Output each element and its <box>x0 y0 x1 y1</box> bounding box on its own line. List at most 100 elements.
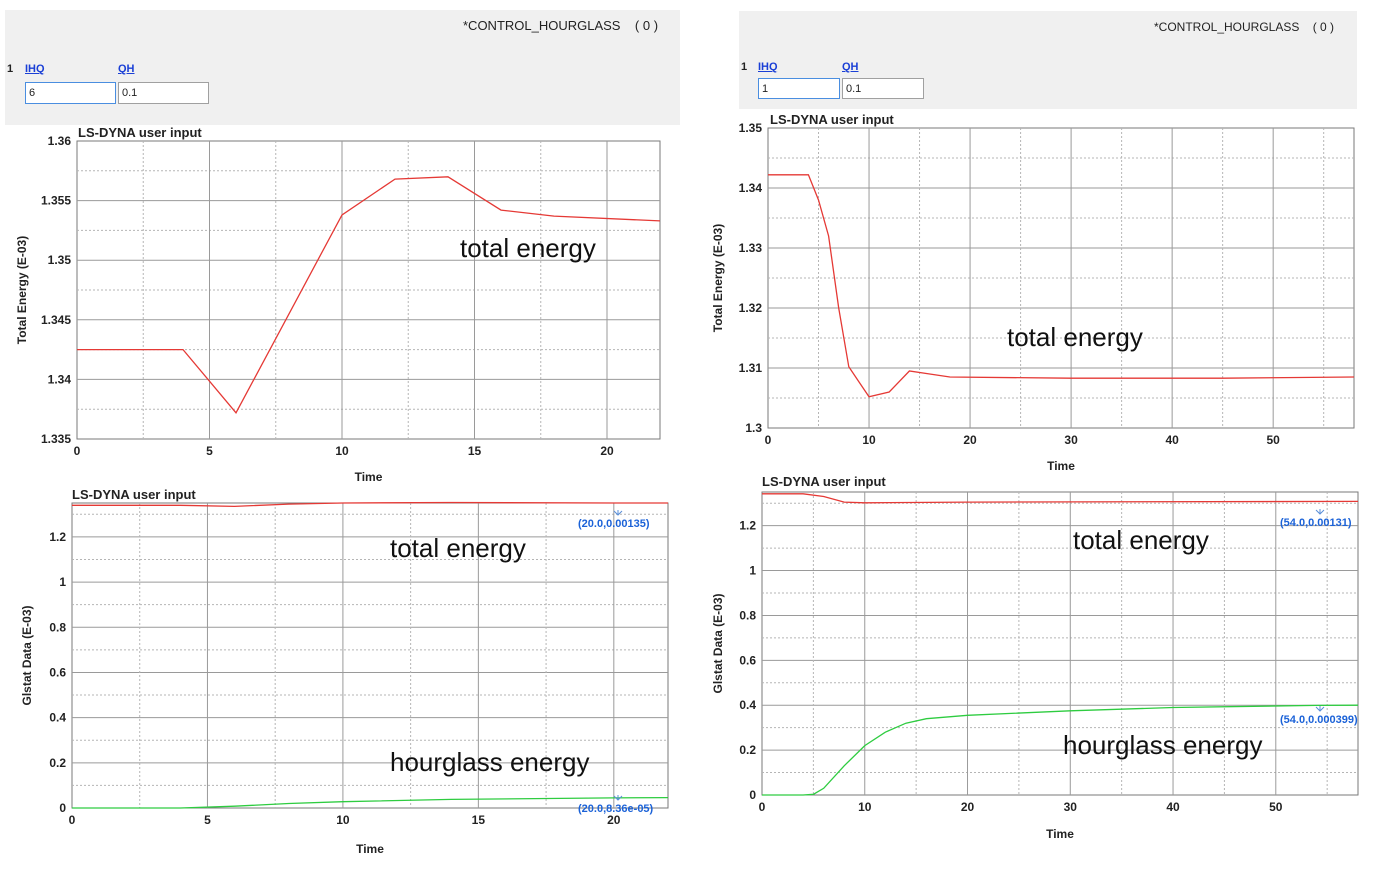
x-tick-label: 10 <box>858 800 872 814</box>
chart-right-total-energy: LS-DYNA user input 1.3 1.31 1.32 1.33 1.34 1.3… <box>711 112 1355 473</box>
x-tick-label: 15 <box>472 813 486 827</box>
x-axis-label: Time <box>1047 459 1075 473</box>
y-tick-label: 0.4 <box>49 711 66 725</box>
annotation-hourglass-energy: hourglass energy <box>1063 730 1262 760</box>
point-marker <box>613 510 623 516</box>
y-tick-label: 1.34 <box>739 181 763 195</box>
x-tick-label: 0 <box>759 800 766 814</box>
x-tick-label: 30 <box>1064 433 1078 447</box>
row-number: 1 <box>741 61 748 73</box>
annotation-total-energy: total energy <box>1007 322 1143 352</box>
x-tick-label: 40 <box>1165 433 1179 447</box>
keyword-title: *CONTROL_HOURGLASS ( 0 ) <box>1154 20 1335 34</box>
point-marker <box>1315 706 1325 712</box>
y-tick-label: 1.345 <box>41 313 71 327</box>
ihq-label-link[interactable]: IHQ <box>25 63 45 75</box>
y-tick-label: 0.8 <box>49 620 66 634</box>
y-tick-label: 1.33 <box>739 241 763 255</box>
y-tick-label: 1.36 <box>48 134 72 148</box>
x-tick-label: 0 <box>69 813 76 827</box>
y-tick-label: 1.34 <box>48 372 72 386</box>
x-tick-label: 10 <box>862 433 876 447</box>
y-tick-label: 1.32 <box>739 301 763 315</box>
series-line-1 <box>762 704 1359 796</box>
y-tick-label: 1.35 <box>739 121 763 135</box>
series-line-0 <box>72 501 668 508</box>
row-number: 1 <box>7 63 14 75</box>
qh-input[interactable] <box>842 78 924 99</box>
annotation-total-energy: total energy <box>390 533 526 563</box>
y-axis-label: Total Energy (E-03) <box>15 236 29 344</box>
x-axis-label: Time <box>356 842 384 856</box>
x-tick-label: 0 <box>765 433 772 447</box>
y-axis-label: Glstat Data (E-03) <box>20 605 34 705</box>
y-tick-label: 1.3 <box>745 421 762 435</box>
y-tick-label: 0.2 <box>49 756 66 770</box>
qh-input[interactable] <box>118 82 209 104</box>
y-tick-label: 0.2 <box>739 743 756 757</box>
point-label: (54.0,0.00131) <box>1280 517 1352 529</box>
x-tick-label: 40 <box>1166 800 1180 814</box>
series-line-1 <box>72 796 669 809</box>
annotation-total-energy: total energy <box>1073 525 1209 555</box>
plot-area <box>71 502 669 809</box>
x-axis-label: Time <box>1046 827 1074 841</box>
x-tick-label: 20 <box>600 444 614 458</box>
y-tick-label: 1 <box>749 564 756 578</box>
y-tick-label: 0 <box>59 801 66 815</box>
point-label: (20.0,0.00135) <box>578 518 650 530</box>
plot-area <box>761 491 1359 796</box>
x-tick-label: 50 <box>1269 800 1283 814</box>
chart-left-total-energy: LS-DYNA user input 1.335 1.34 1.345 1.35 1.35… <box>15 125 661 484</box>
y-tick-label: 1 <box>59 575 66 589</box>
y-tick-label: 1.31 <box>739 361 763 375</box>
y-tick-label: 0.6 <box>739 653 756 667</box>
chart-title: LS-DYNA user input <box>72 487 196 502</box>
chart-title: LS-DYNA user input <box>762 474 886 489</box>
chart-title: LS-DYNA user input <box>78 125 202 140</box>
left-keyword-panel: *CONTROL_HOURGLASS ( 0 ) 1 IHQ QH <box>5 10 680 125</box>
qh-label-link[interactable]: QH <box>118 63 135 75</box>
x-tick-label: 10 <box>336 813 350 827</box>
x-axis-label: Time <box>355 470 383 484</box>
point-label: (20.0,8.36e-05) <box>578 803 654 815</box>
series-line-0 <box>762 493 1359 504</box>
annotation-hourglass-energy: hourglass energy <box>390 747 589 777</box>
x-tick-label: 20 <box>607 813 621 827</box>
y-axis-label: Total Energy (E-03) <box>711 224 725 332</box>
chart-title: LS-DYNA user input <box>770 112 894 127</box>
y-tick-label: 0.6 <box>49 665 66 679</box>
x-tick-label: 5 <box>204 813 211 827</box>
point-label: (54.0,0.000399) <box>1280 714 1358 726</box>
chart-left-glstat: LS-DYNA user input 0 0.2 0.4 0.6 0.8 1 1.2 0 5 10 1… <box>20 487 669 856</box>
plot-area <box>76 140 661 440</box>
keyword-title: *CONTROL_HOURGLASS ( 0 ) <box>463 18 659 33</box>
y-tick-label: 1.35 <box>48 253 72 267</box>
y-tick-label: 1.2 <box>739 519 756 533</box>
x-tick-label: 20 <box>961 800 975 814</box>
x-tick-label: 5 <box>206 444 213 458</box>
annotation-total-energy: total energy <box>460 233 596 263</box>
y-tick-label: 0.8 <box>739 608 756 622</box>
series-line-0 <box>768 174 1355 398</box>
x-tick-label: 20 <box>963 433 977 447</box>
x-tick-label: 50 <box>1266 433 1280 447</box>
chart-right-glstat: LS-DYNA user input 0 0.2 0.4 0.6 0.8 1 1.2 0 10 20… <box>711 474 1359 841</box>
ihq-input[interactable] <box>758 78 840 99</box>
y-tick-label: 1.2 <box>49 530 66 544</box>
y-tick-label: 0.4 <box>739 698 756 712</box>
x-tick-label: 0 <box>74 444 81 458</box>
y-tick-label: 1.355 <box>41 194 71 208</box>
ihq-label-link[interactable]: IHQ <box>758 61 778 73</box>
series-line-0 <box>77 176 661 414</box>
y-axis-label: Glstat Data (E-03) <box>711 593 725 693</box>
x-tick-label: 30 <box>1064 800 1078 814</box>
y-tick-label: 0 <box>749 788 756 802</box>
x-tick-label: 15 <box>468 444 482 458</box>
y-tick-label: 1.335 <box>41 432 71 446</box>
point-marker <box>1315 509 1325 515</box>
qh-label-link[interactable]: QH <box>842 61 859 73</box>
right-keyword-panel: *CONTROL_HOURGLASS ( 0 ) 1 IHQ QH <box>739 11 1357 109</box>
ihq-input[interactable] <box>25 82 116 104</box>
point-marker <box>613 795 623 801</box>
